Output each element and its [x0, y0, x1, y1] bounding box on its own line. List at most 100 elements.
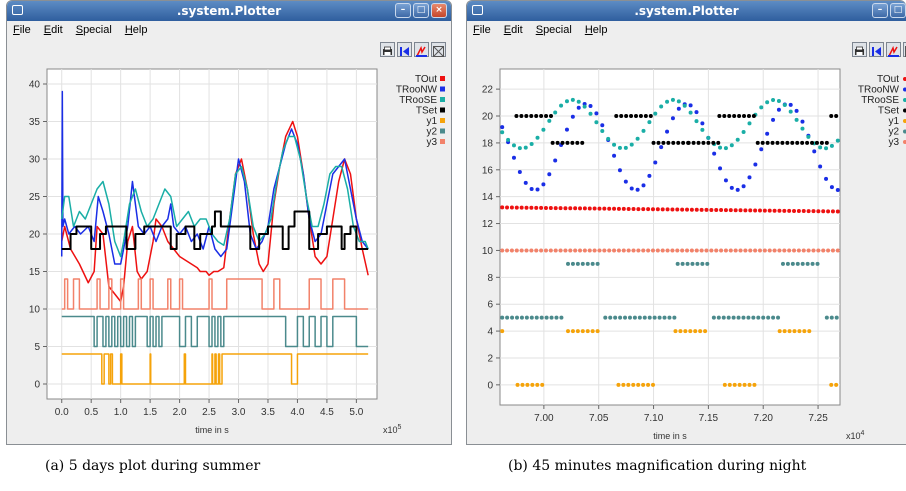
data-point-TOut: [753, 208, 758, 213]
data-point-y2: [829, 315, 834, 320]
data-point-TOut: [689, 207, 694, 212]
maximize-button[interactable]: □: [890, 3, 906, 18]
close-button[interactable]: ×: [431, 3, 447, 18]
data-point-y2: [771, 315, 776, 320]
x-tick-label: 7.00: [534, 413, 554, 424]
data-point-y2: [810, 261, 815, 266]
legend-marker-TRooSE: [440, 97, 445, 102]
data-point-y2: [647, 315, 652, 320]
data-point-TSet: [661, 140, 666, 145]
data-point-y2: [510, 315, 515, 320]
data-point-TRooNW: [753, 162, 758, 167]
data-point-y3: [612, 248, 617, 253]
menu-edit[interactable]: Edit: [503, 24, 523, 36]
data-point-TSet: [696, 140, 701, 145]
data-point-TRooNW: [812, 149, 817, 154]
data-point-TSet: [775, 140, 780, 145]
data-point-y2: [637, 315, 642, 320]
window-menu-icon[interactable]: [472, 5, 483, 15]
data-point-TOut: [728, 208, 733, 213]
window-menu-icon[interactable]: [12, 5, 23, 15]
data-point-TSet: [534, 114, 539, 119]
fullscreen-icon[interactable]: [431, 42, 446, 57]
data-point-TOut: [529, 205, 534, 210]
data-point-y3: [665, 248, 670, 253]
menu-help[interactable]: Help: [584, 24, 608, 36]
data-point-y1: [673, 329, 678, 334]
data-point-TSet: [717, 114, 722, 119]
legend-marker-TRooSE: [903, 98, 906, 102]
menu-special[interactable]: Special: [535, 24, 572, 36]
menu-file[interactable]: File: [473, 24, 491, 36]
data-point-TSet: [629, 114, 634, 119]
data-point-y3: [524, 248, 529, 253]
data-point-TOut: [811, 209, 816, 214]
plotter-window-b: .system.Plotter – □ × File Edit Special …: [466, 0, 906, 445]
data-point-TSet: [549, 114, 553, 119]
y-tick-label: 30: [29, 155, 41, 166]
data-point-TRooSE: [553, 110, 558, 115]
data-point-TRooSE: [771, 97, 776, 102]
data-point-y1: [782, 329, 787, 334]
maximize-button[interactable]: □: [413, 3, 429, 18]
data-point-y2: [544, 315, 549, 320]
data-point-y3: [597, 248, 602, 253]
data-point-y1: [792, 329, 797, 334]
reset-axes-icon[interactable]: [397, 42, 412, 57]
data-point-y3: [796, 248, 801, 253]
data-point-TOut: [592, 206, 597, 211]
plot-toolbar: [852, 42, 906, 57]
data-point-y3: [709, 248, 714, 253]
data-point-TRooSE: [576, 99, 581, 104]
data-point-TRooSE: [600, 129, 605, 134]
data-point-TRooSE: [729, 143, 734, 148]
fill-icon[interactable]: [886, 42, 901, 57]
data-point-y1: [575, 329, 580, 334]
data-point-y2: [623, 315, 628, 320]
reset-axes-icon[interactable]: [869, 42, 884, 57]
minimize-button[interactable]: –: [872, 3, 888, 18]
data-point-TRooNW: [617, 168, 622, 173]
data-point-TRooSE: [623, 145, 628, 150]
series-line-TOut: [60, 120, 369, 303]
title-bar[interactable]: .system.Plotter – □ ×: [7, 1, 451, 21]
data-point-TSet: [711, 140, 716, 145]
data-point-TRooNW: [529, 186, 534, 191]
menu-help[interactable]: Help: [124, 24, 148, 36]
data-point-TRooSE: [700, 127, 705, 132]
data-point-y3: [582, 248, 587, 253]
data-point-y3: [529, 248, 534, 253]
data-point-TRooSE: [612, 142, 617, 147]
data-point-TRooNW: [500, 125, 505, 130]
data-point-y3: [563, 248, 568, 253]
data-point-y2: [539, 315, 544, 320]
y-tick-label: 0: [34, 380, 40, 391]
data-point-y3: [578, 248, 583, 253]
data-point-TRooSE: [635, 136, 640, 141]
x-multiplier-label: x105: [383, 424, 402, 435]
print-icon[interactable]: [380, 42, 395, 57]
data-point-y2: [690, 261, 695, 266]
menu-edit[interactable]: Edit: [43, 24, 63, 36]
minimize-button[interactable]: –: [395, 3, 411, 18]
menu-special[interactable]: Special: [75, 24, 112, 36]
title-bar[interactable]: .system.Plotter – □ ×: [467, 1, 906, 21]
legend-marker-TRooNW: [903, 87, 906, 92]
print-icon[interactable]: [852, 42, 867, 57]
data-point-TSet: [614, 114, 619, 119]
data-point-TOut: [757, 208, 762, 213]
data-point-TSet: [619, 114, 624, 119]
data-point-TRooNW: [553, 158, 558, 163]
data-point-y2: [680, 261, 685, 266]
data-point-TRooNW: [800, 119, 805, 124]
data-point-y2: [716, 315, 721, 320]
legend-label-TRooNW: TRooNW: [858, 85, 900, 96]
data-point-y1: [787, 329, 792, 334]
fill-icon[interactable]: [414, 42, 429, 57]
data-point-TSet: [648, 114, 653, 119]
data-point-y1: [631, 382, 636, 387]
data-point-y2: [549, 315, 554, 320]
menu-file[interactable]: File: [13, 24, 31, 36]
data-point-TSet: [770, 140, 775, 145]
data-point-y3: [616, 248, 621, 253]
